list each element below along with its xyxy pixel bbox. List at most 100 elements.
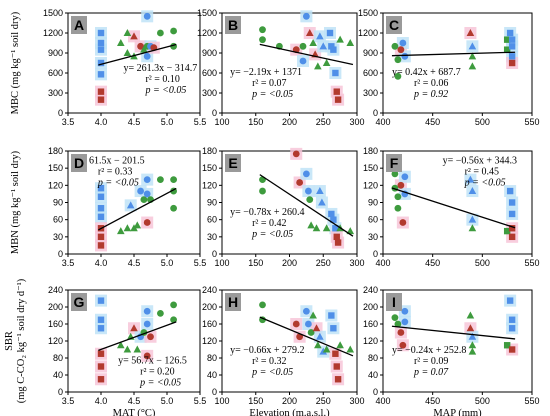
panel-c-label: C <box>389 17 399 33</box>
panel-d-ytick-label: 150 <box>48 163 63 173</box>
panel-d-ytick-label: 120 <box>48 180 63 190</box>
panel-e-xtick-label: 300 <box>349 258 364 268</box>
panel-c-ytick-label: 300 <box>363 88 378 98</box>
panel-f-label-box <box>386 154 402 172</box>
panel-i-point-circle <box>394 320 402 328</box>
panel-h-ytick-label: 80 <box>207 353 217 363</box>
panel-d-point-circle <box>157 176 164 184</box>
panel-i-point-triangle <box>468 332 477 340</box>
panel-h-point-triangle <box>312 324 321 332</box>
panel-g-xtick-label: 3.5 <box>62 396 75 406</box>
panel-h-xtick-label: 100 <box>214 396 229 406</box>
panel-e-label-box <box>225 154 241 172</box>
panel-d-r-squared: r² = 0.33 <box>98 166 132 177</box>
panel-f-point-square <box>508 199 516 206</box>
panel-d-ytick-label: 180 <box>48 146 63 156</box>
panel-e-point-triangle <box>346 227 355 235</box>
panel-e-point-circle <box>259 187 266 195</box>
panel-g-ytick-label: 200 <box>48 302 63 312</box>
panel-b-xtick-label: 200 <box>282 117 297 127</box>
panel-f-p-value: p = <0.05 <box>464 177 506 188</box>
panel-b-point-triangle <box>346 39 355 46</box>
panel-c-ytick-label: 1200 <box>358 28 378 38</box>
panel-d-label: D <box>74 155 84 171</box>
panel-g-point-square <box>97 325 105 332</box>
panel-h-point-triangle <box>309 311 317 319</box>
panel-e-ytick-label: 0 <box>212 249 217 259</box>
panel-c-xtick-label: 400 <box>375 117 390 127</box>
panel-e-point-square <box>330 216 337 223</box>
panel-a-equation: y= 261.3x − 314.7 <box>123 63 197 74</box>
panel-d-point-square <box>97 205 105 212</box>
panel-h-point-square <box>333 363 340 370</box>
panel-h-xtick-label: 150 <box>248 396 263 406</box>
panel-d-equation: y= 61.5x − 201.5 <box>76 155 145 166</box>
panel-g-point-circle <box>143 320 151 328</box>
panel-g-ytick-label: 80 <box>53 353 63 363</box>
panel-a-label-box <box>71 16 87 34</box>
panel-g-r-squared: r² = 0.20 <box>140 366 174 377</box>
panel-i-ytick-label: 160 <box>363 319 378 329</box>
panel-d-point-circle <box>170 176 178 184</box>
panel-a-point-triangle <box>123 49 132 56</box>
panel-g-xlabel: MAT (°C) <box>113 408 156 416</box>
panel-b-point-triangle <box>309 39 317 46</box>
panel-b-point-triangle <box>314 62 322 70</box>
panel-i-point-circle <box>391 314 399 322</box>
panel-g-ytick-label: 40 <box>53 370 63 380</box>
panel-a-ylabel: MBC (mg kg⁻¹ soil dry) <box>10 11 21 114</box>
panel-b-point-circle <box>302 12 310 20</box>
panel-a-point-square <box>97 96 105 103</box>
panel-e-point-triangle <box>316 187 324 195</box>
panel-c-ytick-label: 0 <box>373 108 378 118</box>
panel-b-equation: y= −2.19x + 1371 <box>230 67 302 78</box>
panel-g-ytick-label: 120 <box>48 336 63 346</box>
panel-h-ytick-label: 0 <box>212 387 217 397</box>
panel-g-point-circle <box>143 307 151 315</box>
panel-f-point-square <box>503 227 511 235</box>
panel-d-xtick-label: 5.0 <box>161 258 174 268</box>
panel-h-point-square <box>332 350 339 357</box>
panel-g-point-square <box>97 376 105 383</box>
panel-b-ytick-label: 1500 <box>197 8 217 18</box>
panel-h-point-square <box>328 312 335 319</box>
panel-b-point-square <box>330 46 337 53</box>
panel-a-fit-line <box>98 43 177 66</box>
panel-f-xtick-label: 450 <box>425 258 440 268</box>
panel-a-ytick-label: 300 <box>48 88 63 98</box>
panel-f-ytick-label: 120 <box>363 180 378 190</box>
panel-h-xlabel: Elevation (m.a.s.l.) <box>249 408 330 416</box>
panel-c-point-circle <box>397 46 405 54</box>
panel-b-point-square <box>328 43 335 50</box>
panel-g-xtick-label: 4.5 <box>128 396 141 406</box>
panel-i-point-triangle <box>468 341 477 349</box>
panel-g-ylabel-line2: (mg C-CO₂ kg⁻¹ soil dry d⁻¹) <box>16 278 27 403</box>
panel-c-point-circle <box>399 39 407 47</box>
panel-e-xtick-label: 150 <box>248 258 263 268</box>
panel-e-point-square <box>334 239 342 246</box>
panel-e-point-circle <box>296 179 304 186</box>
panel-c-xtick-label: 500 <box>475 117 490 127</box>
panel-h-ytick-label: 40 <box>207 370 217 380</box>
panel-c-point-square <box>503 46 511 53</box>
panel-d-ylabel: MBN (mg kg⁻¹ soil dry) <box>10 150 21 254</box>
panel-d-ytick-label: 60 <box>53 215 63 225</box>
panel-c-point-square <box>503 36 511 43</box>
panel-i-equation: y= −0.24x + 252.8 <box>392 345 466 356</box>
panel-a-point-circle <box>143 52 151 60</box>
panel-b-ytick-label: 600 <box>202 68 217 78</box>
panel-e-xtick-label: 250 <box>316 258 331 268</box>
panel-g-point-triangle <box>133 345 142 353</box>
panel-c-point-triangle <box>468 62 477 70</box>
panel-i-point-circle <box>397 329 405 336</box>
panel-f-ytick-label: 90 <box>368 198 378 208</box>
panel-h-point-triangle <box>314 341 322 349</box>
panel-e-point-square <box>328 210 335 218</box>
panel-c-xtick-label: 550 <box>524 117 539 127</box>
panel-b-point-triangle <box>322 59 331 66</box>
panel-c-label-box <box>386 16 402 34</box>
panel-g-equation: y= 56.7x − 126.5 <box>118 355 187 366</box>
panel-c-equation: y= 0.42x + 687.7 <box>392 67 461 78</box>
panel-a-point-triangle <box>130 32 138 40</box>
